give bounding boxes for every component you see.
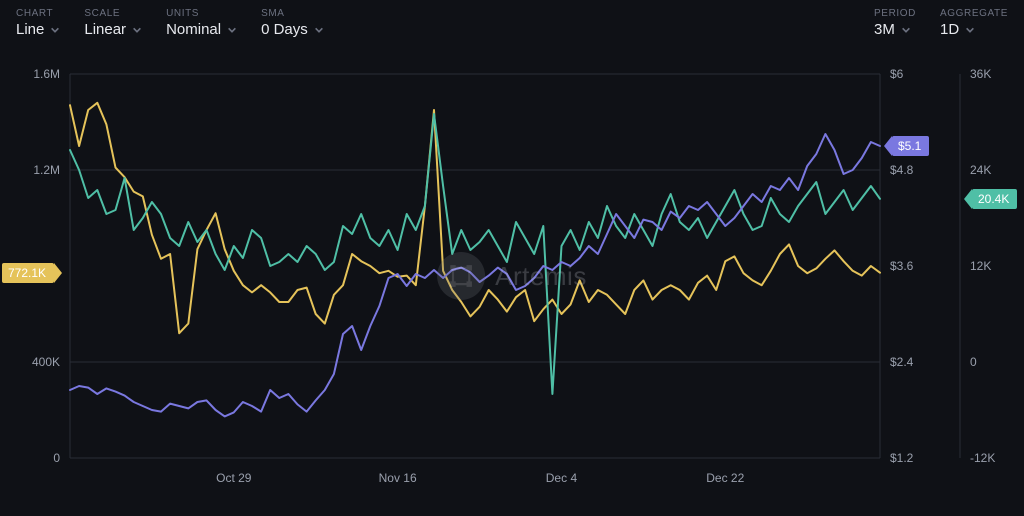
chart-type-label: CHART	[16, 8, 60, 19]
aggregate-label: AGGREGATE	[940, 8, 1008, 19]
period-select[interactable]: PERIOD 3M	[864, 4, 926, 44]
scale-select[interactable]: SCALE Linear	[74, 4, 152, 44]
svg-text:$3.6: $3.6	[890, 259, 914, 273]
value-badge-yellow: 772.1K	[2, 263, 54, 283]
units-label: UNITS	[166, 8, 237, 19]
svg-text:0: 0	[970, 355, 977, 369]
chart-type-value: Line	[16, 21, 44, 38]
chevron-down-icon	[227, 25, 237, 35]
svg-text:$1.2: $1.2	[890, 451, 914, 465]
sma-value: 0 Days	[261, 21, 308, 38]
chevron-down-icon	[901, 25, 911, 35]
svg-text:Oct 29: Oct 29	[216, 471, 252, 485]
svg-text:24K: 24K	[970, 163, 991, 177]
svg-text:Nov 16: Nov 16	[379, 471, 417, 485]
aggregate-select[interactable]: AGGREGATE 1D	[930, 4, 1018, 44]
svg-text:0: 0	[53, 451, 60, 465]
svg-text:36K: 36K	[970, 67, 991, 81]
sma-select[interactable]: SMA 0 Days	[251, 4, 334, 44]
chart-type-select[interactable]: CHART Line	[6, 4, 70, 44]
chevron-down-icon	[965, 25, 975, 35]
svg-text:$6: $6	[890, 67, 904, 81]
units-select[interactable]: UNITS Nominal	[156, 4, 247, 44]
svg-text:1.6M: 1.6M	[33, 67, 60, 81]
svg-text:400K: 400K	[32, 355, 60, 369]
chart-area: 0 400K 1.2M 1.6M $1.2 $2.4 $3.6 $4.8 $6 -12K 0 12K 2…	[0, 48, 1024, 504]
svg-text:-12K: -12K	[970, 451, 995, 465]
svg-text:$2.4: $2.4	[890, 355, 914, 369]
svg-text:12K: 12K	[970, 259, 991, 273]
chevron-down-icon	[314, 25, 324, 35]
chart-toolbar: CHART Line SCALE Linear UNITS Nominal SM…	[0, 0, 1024, 48]
value-badge-purple: $5.1	[892, 136, 929, 156]
svg-text:Dec 4: Dec 4	[546, 471, 578, 485]
units-value: Nominal	[166, 21, 221, 38]
sma-label: SMA	[261, 8, 324, 19]
svg-text:Dec 22: Dec 22	[706, 471, 744, 485]
svg-text:1.2M: 1.2M	[33, 163, 60, 177]
chevron-down-icon	[132, 25, 142, 35]
period-label: PERIOD	[874, 8, 916, 19]
line-chart[interactable]: 0 400K 1.2M 1.6M $1.2 $2.4 $3.6 $4.8 $6 -12K 0 12K 2…	[0, 48, 1024, 504]
scale-value: Linear	[84, 21, 126, 38]
scale-label: SCALE	[84, 8, 142, 19]
svg-text:$4.8: $4.8	[890, 163, 914, 177]
chevron-down-icon	[50, 25, 60, 35]
period-value: 3M	[874, 21, 895, 38]
aggregate-value: 1D	[940, 21, 959, 38]
value-badge-teal: 20.4K	[972, 189, 1017, 209]
